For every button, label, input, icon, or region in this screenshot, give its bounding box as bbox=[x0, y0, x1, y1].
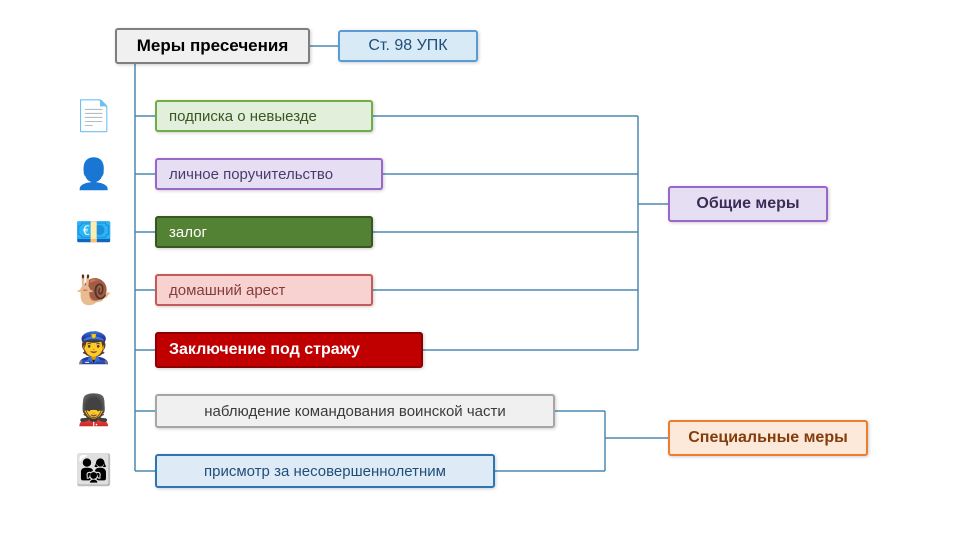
item-box-1-label: личное поручительство bbox=[169, 166, 333, 183]
document-icon: 📄 bbox=[70, 94, 118, 138]
title-box-label: Меры пресечения bbox=[137, 36, 289, 56]
item-box-1: личное поручительство bbox=[155, 158, 383, 190]
item-box-2: залог bbox=[155, 216, 373, 248]
family-icon: 👨‍👩‍👧 bbox=[70, 448, 118, 492]
item-box-0-label: подписка о невыезде bbox=[169, 108, 317, 125]
item-box-4-label: Заключение под стражу bbox=[169, 341, 360, 359]
item-box-3: домашний арест bbox=[155, 274, 373, 306]
group-box-special: Специальные меры bbox=[668, 420, 868, 456]
shell-icon: 🐌 bbox=[70, 268, 118, 312]
person-icon: 👤 bbox=[70, 152, 118, 196]
group-box-common-label: Общие меры bbox=[696, 195, 799, 213]
title-box: Меры пресечения bbox=[115, 28, 310, 64]
group-box-common: Общие меры bbox=[668, 186, 828, 222]
group-box-special-label: Специальные меры bbox=[688, 429, 848, 447]
reference-box: Ст. 98 УПК bbox=[338, 30, 478, 62]
item-box-6-label: присмотр за несовершеннолетним bbox=[204, 463, 446, 480]
item-box-2-label: залог bbox=[169, 224, 207, 241]
item-box-5: наблюдение командования воинской части bbox=[155, 394, 555, 428]
soldier-icon: 💂 bbox=[70, 388, 118, 432]
guard-icon: 👮 bbox=[70, 326, 118, 370]
item-box-5-label: наблюдение командования воинской части bbox=[204, 403, 506, 420]
reference-box-label: Ст. 98 УПК bbox=[368, 37, 447, 55]
item-box-0: подписка о невыезде bbox=[155, 100, 373, 132]
item-box-3-label: домашний арест bbox=[169, 282, 285, 299]
item-box-4: Заключение под стражу bbox=[155, 332, 423, 368]
money-icon: 💶 bbox=[70, 210, 118, 254]
item-box-6: присмотр за несовершеннолетним bbox=[155, 454, 495, 488]
